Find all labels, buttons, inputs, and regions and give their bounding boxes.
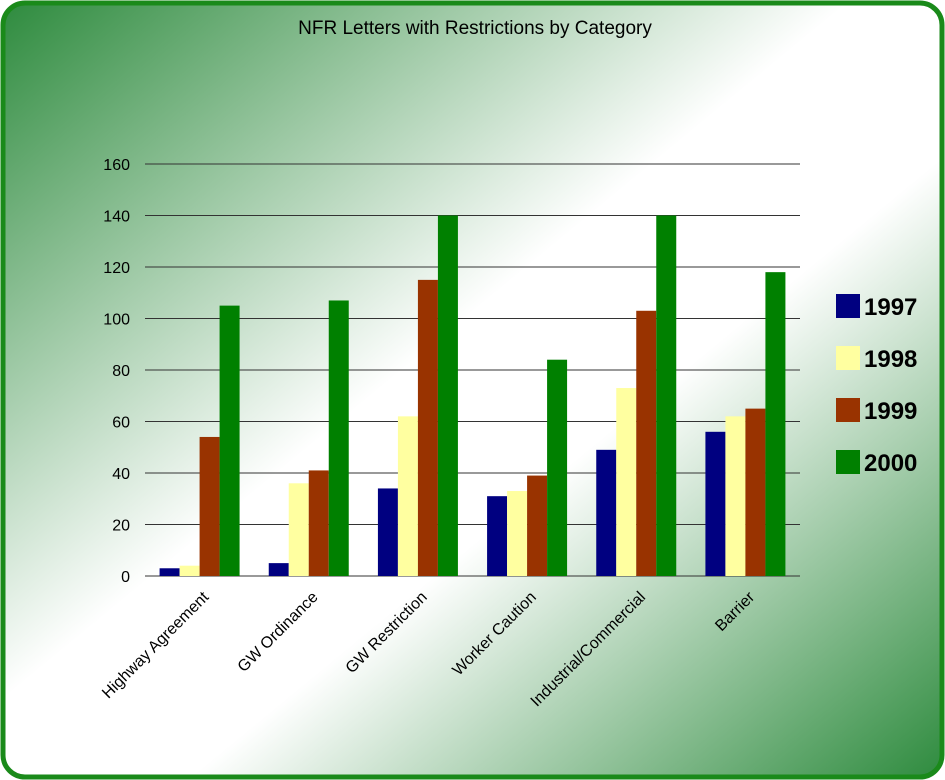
bar xyxy=(487,496,508,576)
bar xyxy=(288,483,309,576)
y-tick-label: 120 xyxy=(103,260,130,277)
bar xyxy=(527,475,548,576)
y-tick-label: 160 xyxy=(103,157,130,174)
bar xyxy=(437,215,458,576)
bar xyxy=(636,310,657,576)
bar xyxy=(308,470,329,576)
legend-label: 2000 xyxy=(864,450,917,477)
y-tick-label: 40 xyxy=(112,466,130,483)
bar xyxy=(616,388,637,576)
legend-swatch xyxy=(836,398,860,422)
bar xyxy=(507,491,528,576)
bar xyxy=(725,416,746,576)
y-tick-label: 60 xyxy=(112,415,130,432)
chart-title: NFR Letters with Restrictions by Categor… xyxy=(298,18,652,39)
legend-label: 1997 xyxy=(864,294,917,321)
bar xyxy=(397,416,418,576)
bar xyxy=(705,431,726,576)
bar xyxy=(159,568,180,576)
y-tick-label: 100 xyxy=(103,312,130,329)
y-tick-label: 140 xyxy=(103,209,130,226)
y-tick-label: 20 xyxy=(112,518,130,535)
bar xyxy=(219,305,240,576)
legend-swatch xyxy=(836,294,860,318)
bar xyxy=(745,408,766,576)
legend-label: 1998 xyxy=(864,346,917,373)
y-tick-label: 80 xyxy=(112,363,130,380)
bar xyxy=(596,449,617,576)
bar xyxy=(268,563,289,576)
legend-swatch xyxy=(836,346,860,370)
bar xyxy=(656,215,677,576)
bar xyxy=(377,488,398,576)
bar xyxy=(179,565,200,576)
y-tick-label: 0 xyxy=(121,569,130,586)
legend-swatch xyxy=(836,450,860,474)
legend-label: 1999 xyxy=(864,398,917,425)
bar xyxy=(328,300,349,576)
bar xyxy=(765,272,786,576)
bar xyxy=(199,436,220,576)
bar xyxy=(547,359,568,576)
bar xyxy=(417,279,438,576)
